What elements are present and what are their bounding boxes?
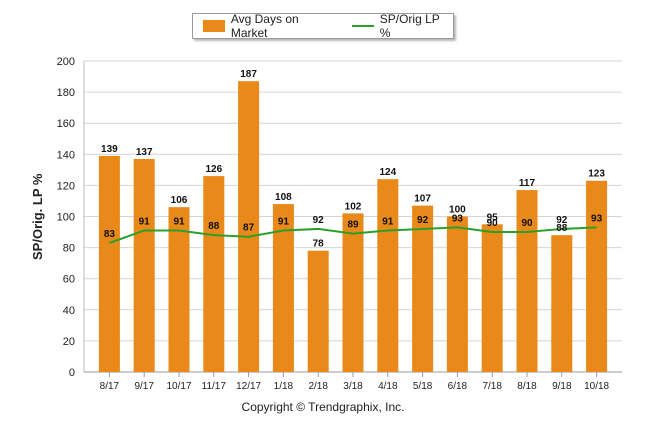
legend-item-bar: Avg Days on Market bbox=[203, 12, 338, 40]
line-value-label: 91 bbox=[382, 216, 394, 227]
bar bbox=[272, 204, 294, 372]
line-value-label: 92 bbox=[556, 215, 568, 226]
x-tick-label: 4/18 bbox=[378, 381, 398, 392]
bar bbox=[238, 81, 260, 372]
bar bbox=[168, 207, 190, 372]
line-value-label: 92 bbox=[417, 215, 429, 226]
x-tick-label: 10/18 bbox=[584, 381, 609, 392]
bar-value-label: 102 bbox=[345, 201, 362, 212]
line-value-label: 88 bbox=[208, 221, 220, 232]
x-tick-label: 8/18 bbox=[517, 381, 537, 392]
legend-bar-swatch bbox=[203, 20, 225, 32]
line-value-label: 91 bbox=[278, 216, 290, 227]
bar-value-label: 124 bbox=[379, 167, 396, 178]
legend: Avg Days on Market SP/Orig LP % bbox=[192, 12, 454, 40]
y-axis-label: SP/Orig. LP % bbox=[30, 173, 45, 260]
x-tick-label: 5/18 bbox=[413, 381, 433, 392]
bar bbox=[377, 179, 399, 372]
line-value-label: 87 bbox=[243, 223, 255, 234]
bar-value-label: 108 bbox=[275, 192, 292, 203]
bar bbox=[133, 158, 155, 372]
bar-value-label: 117 bbox=[519, 178, 536, 189]
line-value-label: 91 bbox=[139, 216, 151, 227]
x-tick-label: 12/17 bbox=[236, 381, 261, 392]
y-tick-label: 0 bbox=[69, 367, 75, 379]
line-value-label: 90 bbox=[487, 218, 499, 229]
x-tick-label: 3/18 bbox=[343, 381, 363, 392]
y-tick-label: 80 bbox=[63, 243, 75, 255]
bar-value-label: 88 bbox=[556, 223, 568, 234]
y-tick-label: 20 bbox=[63, 336, 75, 348]
y-tick-label: 160 bbox=[57, 118, 75, 130]
bar bbox=[412, 205, 434, 372]
y-tick-label: 140 bbox=[57, 149, 75, 161]
series-line bbox=[109, 226, 597, 244]
x-tick-label: 11/17 bbox=[202, 381, 227, 392]
x-tick-label: 1/18 bbox=[274, 381, 294, 392]
line-value-label: 93 bbox=[452, 213, 464, 224]
line-value-label: 93 bbox=[591, 213, 603, 224]
line-value-label: 91 bbox=[173, 216, 185, 227]
bar bbox=[516, 190, 538, 372]
bar-value-label: 187 bbox=[240, 69, 257, 80]
bar bbox=[446, 216, 468, 372]
bar bbox=[481, 224, 503, 372]
bar bbox=[586, 180, 608, 372]
bar-value-label: 126 bbox=[205, 164, 222, 175]
bar bbox=[98, 155, 120, 372]
x-tick-label: 7/18 bbox=[482, 381, 502, 392]
bar-value-label: 139 bbox=[101, 144, 118, 155]
y-tick-label: 40 bbox=[63, 305, 75, 317]
legend-item-line: SP/Orig LP % bbox=[351, 12, 453, 40]
copyright-text: Copyright © Trendgraphix, Inc. bbox=[241, 400, 405, 414]
bar-value-label: 78 bbox=[313, 239, 325, 250]
bar-value-label: 107 bbox=[414, 194, 431, 205]
y-tick-label: 180 bbox=[57, 87, 75, 99]
y-tick-label: 60 bbox=[63, 274, 75, 286]
x-tick-label: 8/17 bbox=[100, 381, 120, 392]
bar-value-label: 106 bbox=[171, 195, 188, 206]
legend-bar-label: Avg Days on Market bbox=[230, 12, 299, 40]
bar bbox=[551, 235, 573, 372]
line-value-label: 92 bbox=[313, 215, 325, 226]
bar bbox=[307, 250, 329, 372]
x-tick-label: 9/18 bbox=[552, 381, 572, 392]
y-tick-label: 100 bbox=[57, 212, 75, 224]
line-value-label: 83 bbox=[104, 229, 116, 240]
x-tick-label: 9/17 bbox=[134, 381, 154, 392]
x-tick-label: 2/18 bbox=[308, 381, 328, 392]
legend-line-swatch bbox=[351, 25, 374, 27]
bar-value-label: 100 bbox=[449, 205, 466, 216]
bar bbox=[203, 176, 225, 372]
line-value-label: 89 bbox=[347, 220, 359, 231]
bar-value-label: 137 bbox=[136, 147, 153, 158]
legend-line-label: SP/Orig LP % bbox=[379, 12, 440, 40]
bar bbox=[342, 213, 364, 372]
x-tick-label: 10/17 bbox=[166, 381, 191, 392]
y-tick-label: 120 bbox=[57, 180, 75, 192]
bar-value-label: 123 bbox=[588, 169, 605, 180]
line-value-label: 90 bbox=[521, 218, 533, 229]
x-tick-label: 6/18 bbox=[448, 381, 468, 392]
bar-value-label: 95 bbox=[487, 212, 499, 223]
y-tick-label: 200 bbox=[57, 56, 75, 68]
